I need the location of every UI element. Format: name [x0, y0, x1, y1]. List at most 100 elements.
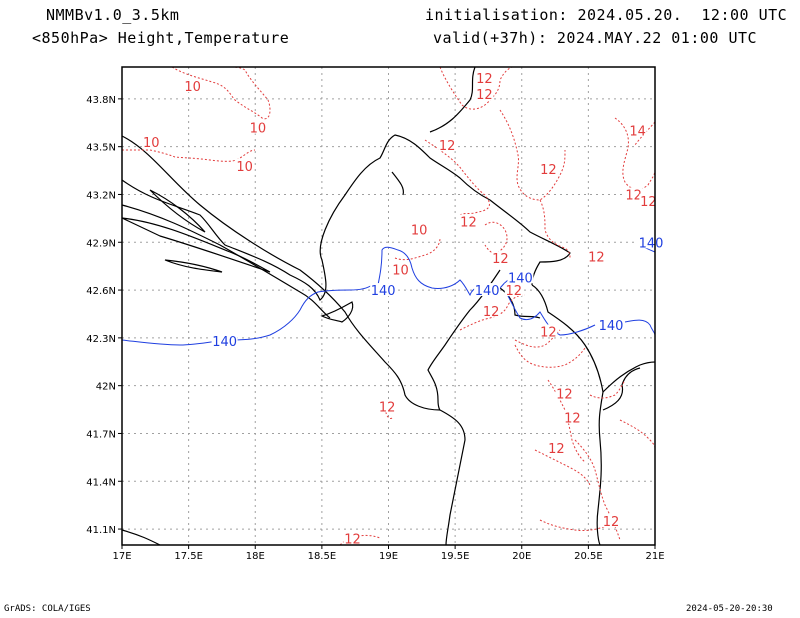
temperature-contour-label-bg [602, 514, 621, 528]
longitude-axis: 17E 17.5E 18E 18.5E 19E 19.5E 20E 20.5E 21E [112, 545, 665, 562]
height-contour-label-bg [507, 270, 534, 284]
temperature-contour-label: 12 [505, 284, 522, 299]
temperature-contour-label-bg [587, 249, 606, 263]
height-contour-label: 140 [475, 284, 500, 299]
country-border [427, 269, 501, 411]
isotherm [589, 379, 626, 399]
temperature-contour-label-bg [504, 283, 523, 297]
lat-tick-label: 43.2N [86, 190, 116, 201]
height-contour-label-bg [370, 283, 397, 297]
map-frame [121, 66, 656, 546]
country-border [429, 66, 476, 133]
isotherm [424, 139, 490, 216]
temperature-contours [121, 66, 656, 546]
temperature-contour-label-bg [491, 251, 510, 265]
island [164, 259, 223, 273]
island [121, 217, 271, 273]
coastline-offshore [121, 204, 331, 319]
initialisation-time: initialisation: 2024.05.20. 12:00 UTC [425, 6, 788, 24]
temperature-contour-label-bg [459, 214, 478, 228]
lon-tick-label: 20.5E [574, 551, 603, 562]
isotherm [385, 411, 393, 419]
temperature-contour-label: 12 [476, 72, 493, 87]
model-title: NMMBv1.0_3.5km [46, 6, 180, 24]
country-border [602, 361, 656, 393]
height-contour-label-bg [211, 334, 238, 348]
temperature-contour-label-bg [624, 187, 643, 201]
country-border [602, 367, 641, 411]
lat-tick-label: 41.7N [86, 429, 116, 440]
temperature-contour-label: 12 [460, 216, 477, 231]
lon-tick-label: 18.5E [308, 551, 337, 562]
temperature-contour-label-bg [475, 87, 494, 101]
temperature-contour-label-bg [378, 399, 397, 413]
lat-tick-label: 42N [96, 382, 116, 393]
island [149, 189, 206, 233]
temperature-contour-label-bg [555, 386, 574, 400]
temperature-contour-label-bg [539, 324, 558, 338]
isotherm [171, 66, 271, 120]
height-contour-label: 140 [599, 319, 624, 334]
isotherm [439, 66, 513, 110]
lat-tick-label: 41.4N [86, 477, 116, 488]
temperature-contour-label: 12 [625, 188, 642, 203]
temperature-contour-label: 12 [379, 400, 396, 415]
country-border [531, 284, 604, 546]
isotherm [619, 419, 656, 449]
temperature-contour-label: 10 [184, 80, 201, 95]
temperature-contour-label: 10 [250, 122, 267, 137]
height-contour [624, 319, 656, 336]
temperature-contour-label: 12 [564, 412, 581, 427]
lon-tick-label: 19.5E [441, 551, 470, 562]
temperature-contour-label-bg [438, 138, 457, 152]
country-border [391, 171, 405, 196]
temperature-contour-label-bg [410, 222, 429, 236]
temperature-contour-label: 12 [588, 251, 605, 266]
isotherm [394, 237, 441, 261]
height-contour-label: 140 [371, 284, 396, 299]
height-contour-label-bg [598, 318, 625, 332]
render-timestamp: 2024-05-20-20:30 [686, 604, 773, 614]
temperature-contour-label: 12 [603, 515, 620, 530]
isotherm [121, 149, 256, 162]
temperature-contour-label-bg [391, 262, 410, 276]
temperature-contour-label-bg [475, 71, 494, 85]
height-contour-label: 140 [639, 236, 664, 251]
lat-tick-label: 41.1N [86, 525, 116, 536]
isotherm [514, 329, 561, 348]
temperature-contour-label-bg [547, 440, 566, 454]
isotherm [614, 117, 656, 190]
temperature-contour-label: 14 [629, 125, 646, 140]
temperature-contour-label-bg [563, 410, 582, 424]
height-contour-label-bg [474, 283, 501, 297]
temperature-contour-label-bg [183, 79, 202, 93]
height-contour [121, 284, 373, 346]
temperature-contour-label: 12 [556, 388, 573, 403]
coastline [121, 135, 441, 411]
isotherm [514, 344, 586, 368]
country-border [439, 409, 466, 546]
grads-credit: GrADS: COLA/IGES [4, 604, 91, 614]
height-contour-label: 140 [508, 271, 533, 286]
coastline-and-borders [121, 66, 656, 546]
temperature-contour-label: 10 [236, 160, 253, 175]
isotherm [539, 199, 571, 259]
isotherm [484, 221, 508, 254]
lon-tick-label: 18E [246, 551, 265, 562]
temperature-contour-label-bg [482, 303, 501, 317]
temperature-contour-label: 12 [548, 442, 565, 457]
temperature-contour-label: 12 [439, 139, 456, 154]
isotherm [574, 439, 621, 541]
isotherm [459, 294, 526, 331]
lon-tick-label: 17.5E [174, 551, 203, 562]
country-border [121, 529, 161, 546]
bay-of-kotor [320, 301, 354, 323]
lon-tick-label: 21E [645, 551, 664, 562]
temperature-contour-label-bg [639, 193, 658, 207]
temperature-contour-label-bg [539, 161, 558, 175]
valid-time: valid(+37h): 2024.MAY.22 01:00 UTC [433, 29, 758, 47]
lon-tick-label: 20E [512, 551, 531, 562]
latitude-axis: 41.1N 41.4N 41.7N 42N 42.3N 42.6N 42.9N 43.2N 43… [86, 95, 122, 536]
